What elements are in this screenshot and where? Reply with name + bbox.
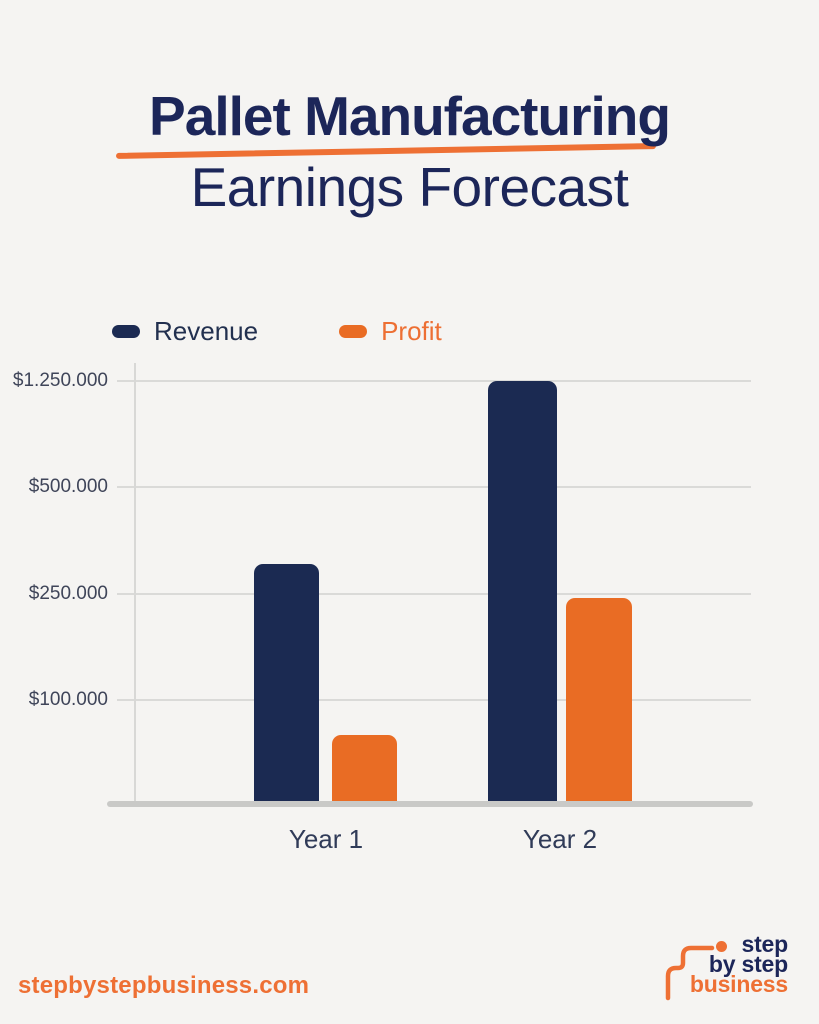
logo-text-line3: business — [689, 971, 788, 997]
legend-item-revenue: Revenue — [112, 316, 258, 347]
legend-label: Profit — [381, 316, 442, 346]
x-axis-label-year-1: Year 1 — [288, 824, 364, 854]
bar-revenue-year-1 — [254, 564, 319, 805]
logo-text-line2: by step — [708, 951, 788, 977]
y-tick-label: $100.000 — [28, 689, 108, 710]
bar-profit-year-2 — [566, 597, 632, 805]
logo-dot-icon — [716, 941, 727, 952]
x-axis-baseline — [107, 801, 753, 807]
bar-revenue-year-2 — [488, 381, 557, 805]
y-tick-label: $1.250.000 — [12, 370, 108, 391]
logo-text-line1: step — [741, 931, 789, 957]
legend-swatch-profit — [339, 325, 368, 338]
y-gridline-1250000 — [117, 380, 751, 382]
website-url: stepbystepbusiness.com — [18, 972, 310, 999]
y-tick-label: $500.000 — [28, 476, 108, 497]
y-axis-line — [134, 363, 136, 805]
step-by-step-business-logo: step by step business — [656, 928, 796, 1008]
y-gridline-100000 — [117, 699, 751, 701]
logo-text: step by step business — [689, 931, 789, 997]
chart-legend: Revenue Profit — [112, 316, 442, 347]
stair-steps-icon — [665, 945, 715, 1001]
y-gridline-500000 — [117, 486, 751, 488]
legend-item-profit: Profit — [339, 316, 442, 347]
legend-label: Revenue — [154, 316, 259, 346]
page-title-line2: Earnings Forecast — [190, 156, 629, 218]
bar-profit-year-1 — [332, 735, 397, 805]
legend-swatch-revenue — [112, 325, 140, 338]
y-gridline-250000 — [117, 593, 751, 595]
x-axis-label-year-2: Year 2 — [522, 824, 598, 854]
page-title-line1: Pallet Manufacturing — [149, 85, 671, 147]
y-tick-label: $250.000 — [28, 583, 108, 604]
